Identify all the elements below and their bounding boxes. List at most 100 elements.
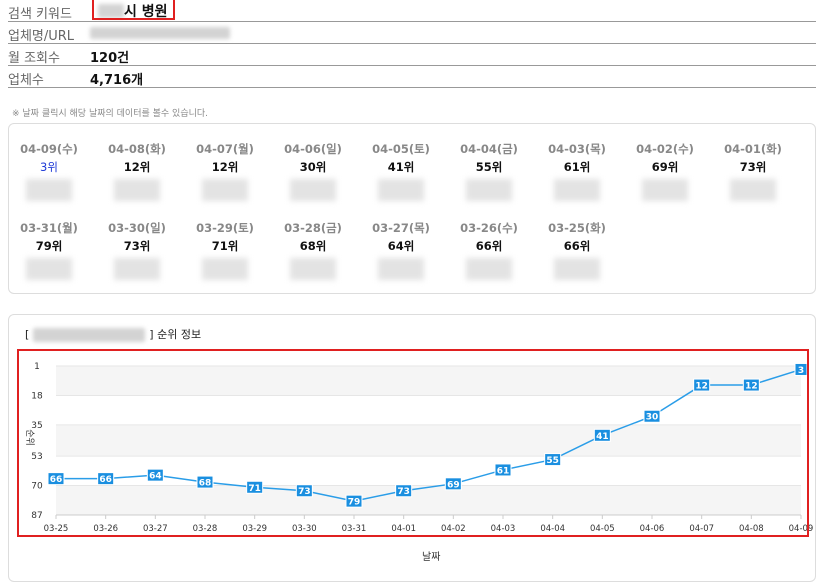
day-blurred-detail [290, 258, 336, 280]
day-date[interactable]: 04-06(일) [284, 142, 342, 156]
x-tick-label: 04-09 [789, 524, 814, 534]
x-tick-label: 04-03 [491, 524, 516, 534]
data-label-bg [146, 468, 164, 482]
day-date[interactable]: 04-09(수) [20, 142, 78, 156]
day-blurred-detail [554, 258, 600, 280]
y-tick-label: 70 [31, 482, 43, 492]
day-rank: 55위 [475, 160, 503, 174]
data-label: 30 [646, 413, 659, 423]
notice-text: ※ 날짜 클릭시 해당 날짜의 데이터를 볼수 있습니다. [12, 109, 209, 119]
day-cell[interactable]: 04-09(수) 3위 [14, 141, 84, 201]
data-label-bg [47, 472, 65, 486]
day-rank: 41위 [387, 160, 415, 174]
day-date[interactable]: 03-25(화) [548, 221, 606, 235]
day-cell[interactable]: 03-26(수) 66위 [454, 220, 524, 280]
x-tick-label: 03-31 [342, 524, 367, 534]
keyword-label: 검색 키워드 [8, 7, 72, 22]
day-cell[interactable]: 03-25(화) 66위 [542, 220, 612, 280]
x-tick-label: 03-30 [292, 524, 317, 534]
day-cell[interactable]: 04-08(화) 12위 [102, 141, 172, 201]
day-date[interactable]: 03-30(일) [108, 221, 166, 235]
day-cell[interactable]: 03-28(금) 68위 [278, 220, 348, 280]
day-cell[interactable]: 03-31(월) 79위 [14, 220, 84, 280]
data-label-bg [295, 484, 313, 498]
day-cell[interactable]: 04-01(화) 73위 [718, 141, 788, 201]
day-blurred-detail [114, 258, 160, 280]
data-label: 61 [497, 466, 510, 476]
day-rank: 3위 [40, 160, 58, 174]
day-date[interactable]: 04-05(토) [372, 142, 430, 156]
day-date[interactable]: 04-08(화) [108, 142, 166, 156]
data-label: 68 [199, 479, 212, 489]
day-cell[interactable]: 04-03(목) 61위 [542, 141, 612, 201]
day-cell[interactable]: 03-29(토) 71위 [190, 220, 260, 280]
day-cell[interactable]: 04-02(수) 69위 [630, 141, 700, 201]
day-blurred-detail [554, 179, 600, 201]
data-label: 64 [149, 472, 162, 482]
plot-band [56, 424, 801, 457]
day-date[interactable]: 04-07(월) [196, 142, 254, 156]
data-label: 55 [546, 456, 559, 466]
x-tick-label: 04-07 [689, 524, 714, 534]
data-label: 79 [348, 498, 361, 508]
data-label-bg [544, 453, 562, 467]
day-cell[interactable]: 04-07(월) 12위 [190, 141, 260, 201]
day-date[interactable]: 03-29(토) [196, 221, 254, 235]
day-cell[interactable]: 04-06(일) 30위 [278, 141, 348, 201]
day-blurred-detail [730, 179, 776, 201]
data-label-bg [593, 428, 611, 442]
monthly-value: 120건 [90, 51, 130, 66]
keyword-blurred-region [98, 4, 124, 18]
day-blurred-detail [202, 179, 248, 201]
data-label-bg [693, 378, 711, 392]
data-label-bg [345, 494, 363, 508]
x-tick-label: 04-08 [739, 524, 764, 534]
day-blurred-detail [378, 258, 424, 280]
x-tick-label: 03-26 [93, 524, 118, 534]
day-cell[interactable]: 03-27(목) 64위 [366, 220, 436, 280]
data-label: 12 [695, 382, 708, 392]
count-row: 업체수 4,716개 [8, 66, 816, 88]
data-label-bg [444, 477, 462, 491]
data-label-bg [742, 378, 760, 392]
day-rank: 68위 [299, 239, 327, 253]
day-date[interactable]: 03-31(월) [20, 221, 78, 235]
plot-band [56, 485, 801, 515]
x-tick-label: 04-02 [441, 524, 466, 534]
day-rank: 12위 [123, 160, 151, 174]
chart-title-blurred-name [33, 328, 146, 342]
data-label-bg [246, 480, 264, 494]
keyword-highlight-box [92, 0, 175, 20]
chart-title-suffix: ] 순위 정보 [149, 328, 202, 341]
daily-rank-panel: 04-09(수) 3위 04-08(화) 12위 04-07(월) 12위 04-06(일)… [8, 123, 816, 294]
day-blurred-detail [290, 179, 336, 201]
day-date[interactable]: 03-27(목) [372, 221, 430, 235]
day-rank: 12위 [211, 160, 239, 174]
data-label: 12 [745, 382, 758, 392]
day-rank: 71위 [211, 239, 239, 253]
y-tick-label: 53 [31, 452, 42, 462]
plot-band [56, 366, 801, 396]
day-cell[interactable]: 04-05(토) 41위 [366, 141, 436, 201]
day-date[interactable]: 04-01(화) [724, 142, 782, 156]
day-cell[interactable]: 03-30(일) 73위 [102, 220, 172, 280]
day-date[interactable]: 04-03(목) [548, 142, 606, 156]
day-date[interactable]: 03-28(금) [284, 221, 342, 235]
count-value: 4,716개 [90, 73, 144, 88]
day-blurred-detail [466, 179, 512, 201]
day-date[interactable]: 03-26(수) [460, 221, 518, 235]
x-tick-label: 04-01 [391, 524, 416, 534]
day-date[interactable]: 04-04(금) [460, 142, 518, 156]
monthly-label: 월 조회수 [8, 51, 60, 66]
data-label: 66 [99, 475, 112, 485]
day-blurred-detail [466, 258, 512, 280]
day-cell[interactable]: 04-04(금) 55위 [454, 141, 524, 201]
chart-title: [] 순위 정보 [25, 326, 201, 342]
day-date[interactable]: 04-02(수) [636, 142, 694, 156]
x-axis-title: 날짜 [422, 552, 441, 563]
x-tick-label: 03-28 [193, 524, 218, 534]
rank-chart-panel: [] 순위 정보 1 18 35 53 70 87 순위 03-25 03-26 03-27 03-… [8, 314, 816, 582]
y-tick-label: 35 [31, 421, 42, 431]
chart-highlight-frame [17, 349, 809, 537]
name-blurred-value [90, 27, 230, 39]
